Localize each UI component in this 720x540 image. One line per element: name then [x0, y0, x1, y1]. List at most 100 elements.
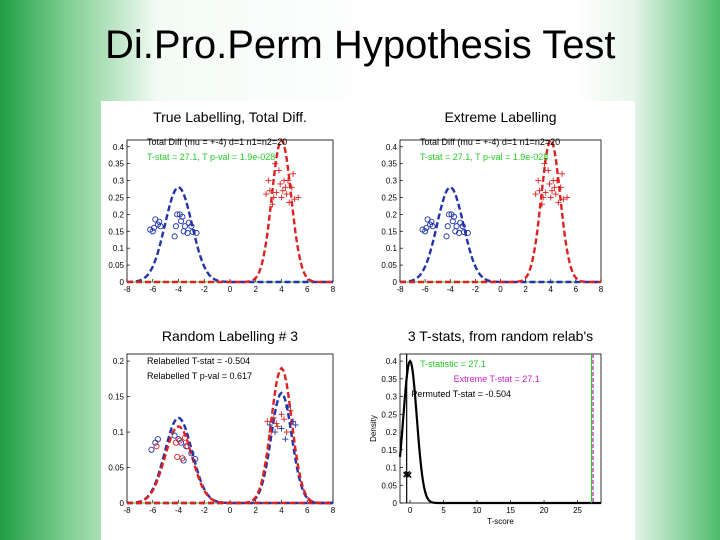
y-tick-label: 0.15 — [108, 393, 124, 402]
y-tick-label: 0 — [120, 278, 125, 287]
y-tick-label: 0.2 — [386, 428, 398, 437]
data-point — [154, 436, 161, 443]
data-point — [422, 228, 429, 235]
annotation: Relabelled T-stat = -0.504 — [147, 356, 250, 366]
y-tick-label: 0.2 — [113, 210, 125, 219]
density-curve — [127, 185, 333, 284]
x-tick-label: 20 — [540, 506, 549, 515]
data-point — [264, 418, 271, 425]
data-point — [288, 184, 295, 191]
data-point — [287, 407, 294, 414]
y-tick-label: 0.4 — [113, 143, 125, 152]
x-axis-label: T-score — [487, 517, 514, 526]
data-point — [174, 453, 181, 460]
y-tick-label: 0.05 — [108, 464, 124, 473]
density-curve — [127, 138, 333, 284]
x-tick-label: 8 — [599, 285, 604, 294]
data-point — [284, 404, 291, 411]
data-point — [192, 455, 199, 463]
x-tick-label: -2 — [201, 285, 209, 294]
chart-panel-3: Random Labelling # 3 -8 -6 -4 -2 0 2 4 6 8 0 0.05 0.… — [108, 328, 335, 515]
y-tick-label: 0.1 — [386, 244, 398, 253]
chart-panel-4: 3 T-stats, from random relab's 0 5 10 15 20 25… — [369, 328, 602, 526]
x-tick-label: 6 — [305, 285, 310, 294]
annotation: Total Diff (mu = +-4) d=1 n1=n2=20 — [147, 137, 287, 147]
density-curve — [127, 425, 333, 505]
annotation: T-stat = 27.1, T p-val = 1.9e-028 — [420, 152, 548, 162]
data-point — [156, 218, 163, 225]
data-point — [536, 187, 543, 194]
data-point — [172, 223, 179, 230]
x-tick-label: 25 — [573, 506, 582, 515]
x-tick-label: -6 — [422, 285, 430, 294]
y-tick-label: 0.1 — [386, 464, 398, 473]
data-point — [181, 223, 188, 230]
x-tick-label: 2 — [254, 506, 259, 515]
data-point — [150, 224, 158, 231]
data-point — [266, 421, 273, 428]
data-point — [174, 211, 181, 218]
x-tick-label: -6 — [149, 285, 157, 294]
x-tick-label: 0 — [408, 506, 413, 515]
data-point — [279, 187, 286, 194]
x-tick-label: 8 — [331, 506, 336, 515]
x-tick-label: 5 — [441, 506, 446, 515]
data-point — [176, 437, 183, 444]
data-point — [557, 184, 564, 191]
y-tick-label: 0.2 — [113, 357, 125, 366]
data-point — [291, 196, 298, 203]
annotation: Relabelled T p-val = 0.617 — [147, 371, 252, 381]
data-point — [148, 446, 155, 453]
x-tick-label: 4 — [279, 506, 284, 515]
chart-panel-2: Extreme Labelling -8 -6 -4 -2 0 2 4 6 8 0 0.05 0.1 0.… — [381, 109, 603, 294]
tstat-density-curve — [398, 359, 601, 505]
data-point — [424, 216, 431, 223]
y-tick-label: 0 — [393, 278, 398, 287]
y-tick-label: 0.15 — [381, 446, 397, 455]
density-curve — [127, 366, 333, 505]
data-point — [546, 180, 553, 187]
x-tick-label: -8 — [123, 506, 131, 515]
data-point — [274, 423, 281, 430]
data-point — [272, 160, 279, 167]
data-point — [453, 223, 460, 230]
y-tick-label: 0.05 — [381, 481, 397, 490]
density-curve — [400, 137, 601, 284]
data-point — [428, 218, 435, 225]
data-point — [549, 187, 556, 194]
x-tick-label: 0 — [228, 506, 233, 515]
chart-panel-1: True Labelling, Total Diff. -8 -6 -4 -2 0 2 4 6 8… — [108, 109, 335, 294]
data-point — [193, 229, 200, 237]
y-tick-label: 0.25 — [381, 193, 397, 202]
data-point — [278, 425, 285, 432]
data-point — [464, 229, 471, 237]
data-point — [555, 199, 562, 206]
data-point — [277, 180, 284, 187]
y-tick-label: 0.1 — [113, 244, 125, 253]
x-tick-label: 4 — [549, 285, 554, 294]
chart-title: True Labelling, Total Diff. — [153, 109, 307, 125]
data-point — [284, 177, 291, 184]
y-tick-label: 0.2 — [386, 210, 398, 219]
data-point — [181, 434, 188, 441]
data-point — [429, 223, 436, 230]
y-axis-label: Density — [369, 415, 378, 442]
y-tick-label: 0.4 — [386, 357, 398, 366]
x-tick-label: 6 — [305, 506, 310, 515]
data-point — [149, 228, 156, 235]
data-point — [283, 429, 290, 436]
data-point — [532, 191, 539, 198]
x-tick-label: 8 — [331, 285, 336, 294]
x-tick-label: -6 — [149, 506, 157, 515]
data-point — [263, 191, 270, 198]
data-point — [535, 177, 542, 184]
data-point — [545, 167, 552, 174]
data-point — [268, 429, 275, 436]
data-point — [560, 196, 567, 203]
data-point — [270, 414, 277, 421]
chart-title: Random Labelling # 3 — [162, 328, 298, 344]
data-point — [273, 420, 280, 427]
y-tick-label: 0.15 — [108, 227, 124, 236]
data-point — [282, 184, 289, 191]
x-tick-label: -8 — [123, 285, 131, 294]
